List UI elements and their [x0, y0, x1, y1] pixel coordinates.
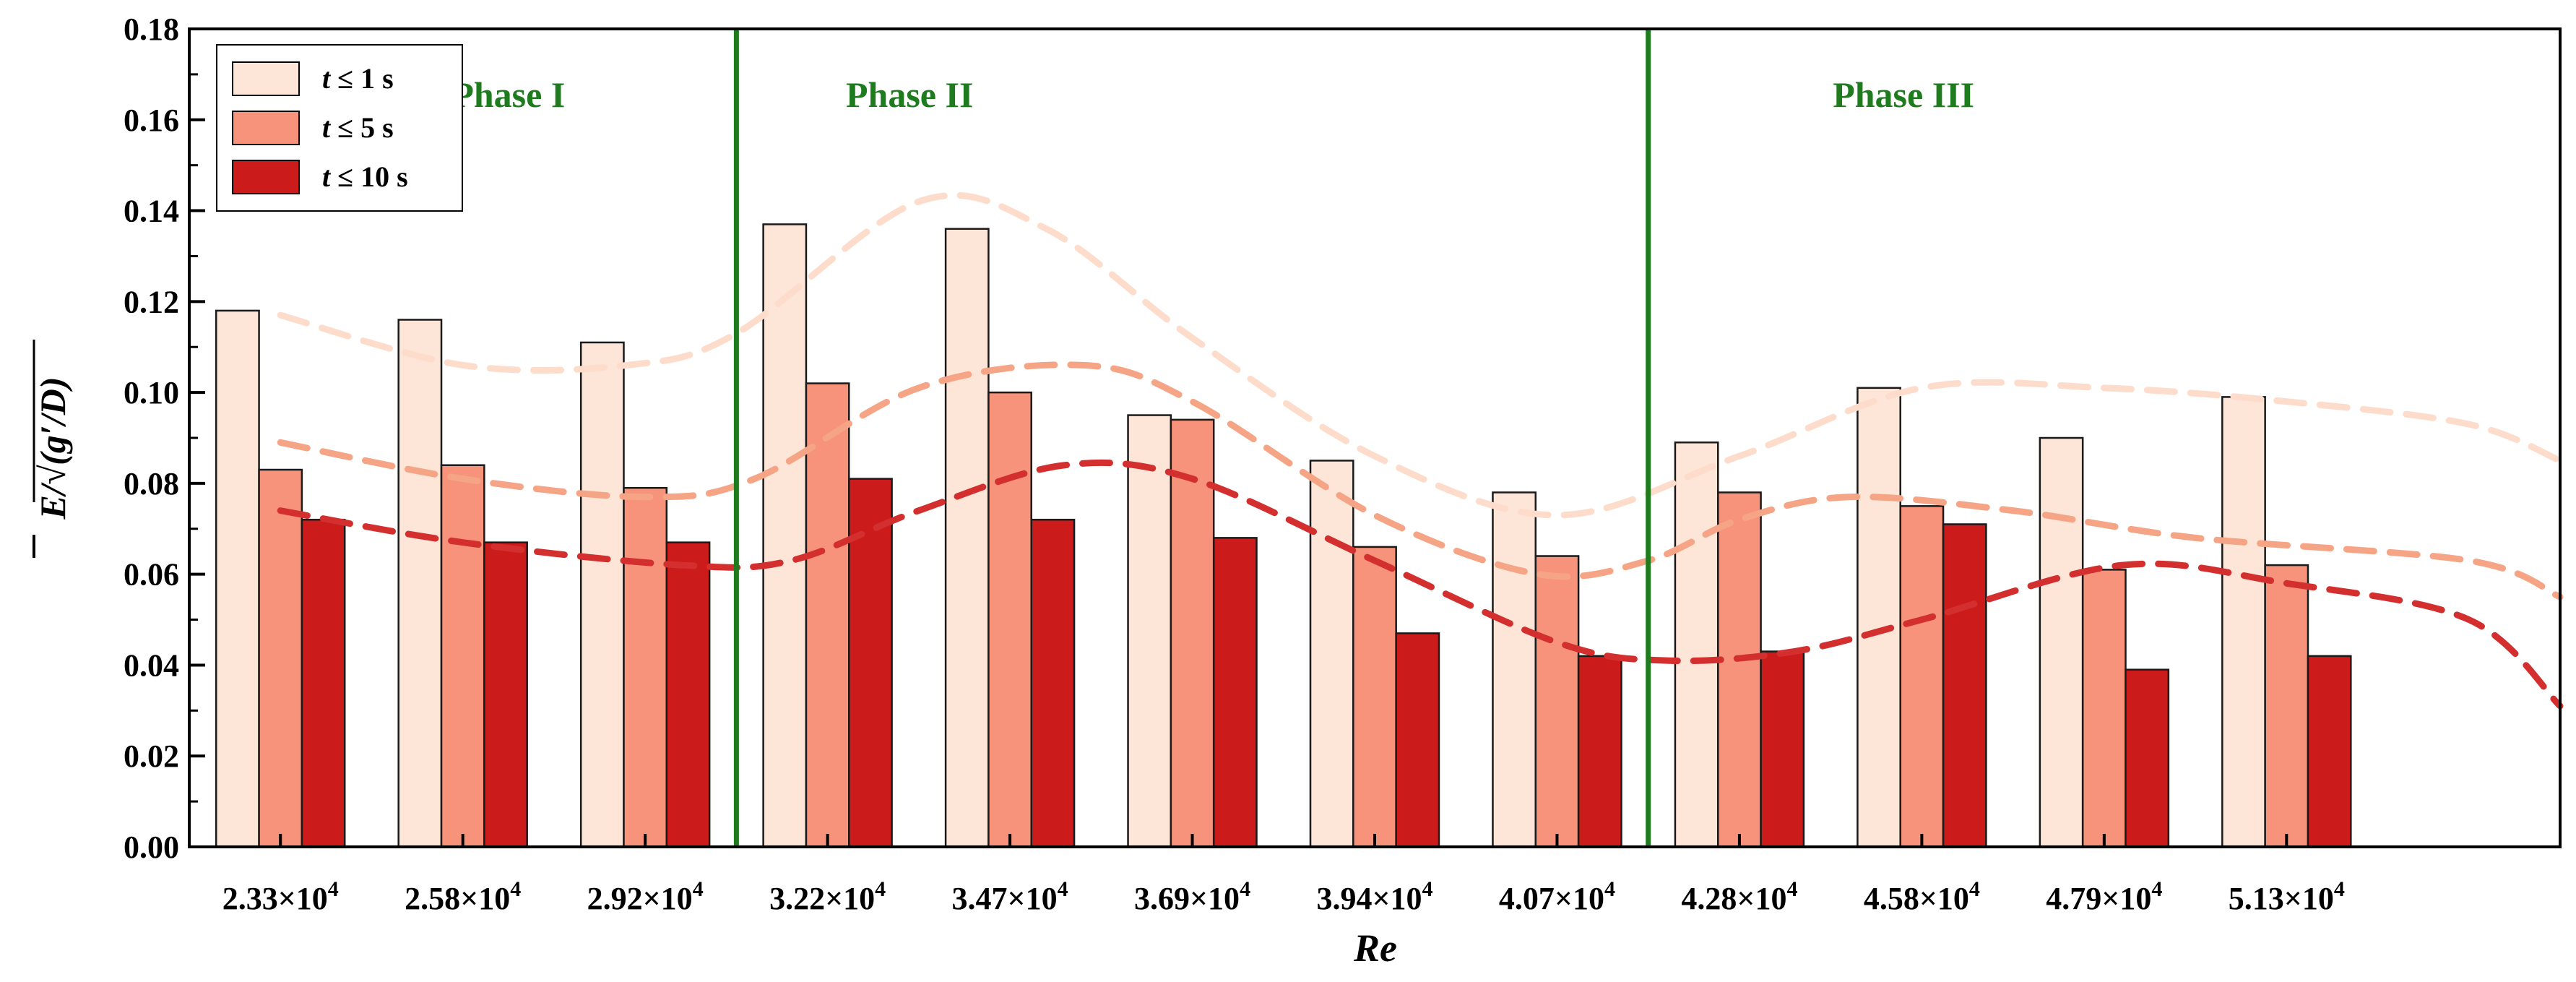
bar	[1942, 523, 1987, 848]
x-tick-label: 4.28×104	[1681, 877, 1797, 916]
y-tick-label: 0.02	[124, 738, 179, 774]
phase-label: Phase II	[846, 74, 973, 115]
x-tick-label: 2.33×104	[222, 877, 339, 916]
trend-line	[277, 191, 2564, 519]
bar	[2221, 396, 2266, 848]
y-tick-label: 0.10	[124, 375, 179, 410]
y-tick-label: 0.14	[124, 194, 179, 229]
bar	[665, 541, 711, 848]
x-tick-label: 4.79×104	[2046, 877, 2162, 916]
x-axis-label: Re	[1353, 926, 1397, 970]
bar	[1674, 442, 1719, 848]
legend-label-10s: t ≤ 10 s	[322, 160, 408, 193]
legend-entry-10s: t ≤ 10 s	[232, 160, 408, 194]
bar	[1857, 387, 1901, 848]
legend-label-1s: t ≤ 1 s	[322, 62, 394, 95]
x-tick-label: 2.58×104	[405, 877, 521, 916]
bar	[397, 319, 443, 848]
trend-line	[277, 459, 2564, 710]
bar	[2125, 668, 2170, 848]
bar	[483, 541, 528, 848]
bar	[258, 468, 303, 848]
bar	[1309, 460, 1354, 848]
bar	[440, 464, 485, 848]
bar	[2039, 436, 2084, 848]
trend-line	[277, 361, 2564, 600]
bar	[1717, 491, 1762, 848]
plot-frame	[188, 27, 2562, 848]
trend-lines	[277, 191, 2564, 710]
bar	[1170, 418, 1215, 848]
bar	[805, 382, 850, 848]
y-axis-ticks: 0.00 0.02 0.04 0.06 0.08 0.10 0.12 0.14 0.16 0.18	[124, 12, 205, 865]
bar	[1212, 537, 1258, 848]
bar	[623, 486, 668, 848]
bar	[1030, 518, 1076, 848]
x-tick-label: 2.92×104	[587, 877, 704, 916]
bar	[1899, 505, 1945, 848]
x-tick-label: 4.07×104	[1499, 877, 1615, 916]
bar	[2081, 569, 2127, 848]
bar	[1577, 655, 1622, 848]
x-tick-label: 3.22×104	[769, 877, 886, 916]
x-tick-label: 3.47×104	[952, 877, 1068, 916]
bar	[579, 341, 625, 848]
bar	[1492, 491, 1537, 848]
bar	[762, 223, 808, 848]
x-tick-label: 4.58×104	[1864, 877, 1980, 916]
bar	[944, 228, 990, 848]
bar	[1395, 632, 1440, 848]
y-tick-label: 0.06	[124, 557, 179, 593]
y-tick-label: 0.12	[124, 284, 179, 319]
svg-text:E/√(g′/D): E/√(g′/D)	[33, 376, 73, 520]
legend-label-5s: t ≤ 5 s	[322, 111, 394, 144]
phase-dividers: Phase I Phase II Phase III	[451, 29, 1974, 847]
y-tick-label: 0.18	[124, 12, 179, 47]
bar	[2307, 655, 2352, 848]
bar	[1760, 650, 1805, 848]
legend-swatch-1s	[232, 61, 300, 96]
x-axis-ticks: 2.33×104 2.58×104 2.92×104 3.22×104 3.47×104…	[222, 834, 2345, 916]
legend-entry-1s: t ≤ 1 s	[232, 61, 394, 96]
bar	[987, 391, 1032, 848]
phase-label: Phase I	[451, 74, 565, 115]
x-tick-label: 3.94×104	[1316, 877, 1432, 916]
legend-swatch-5s	[232, 111, 300, 145]
legend-swatch-10s	[232, 160, 300, 194]
y-tick-label: 0.16	[124, 103, 179, 138]
bars	[215, 223, 2352, 848]
y-tick-label: 0.00	[124, 830, 179, 865]
phase-label: Phase III	[1833, 74, 1974, 115]
bar	[1127, 414, 1172, 848]
legend-entry-5s: t ≤ 5 s	[232, 111, 394, 145]
bar	[2264, 564, 2309, 848]
bar	[215, 309, 260, 848]
legend: t ≤ 1 s t ≤ 5 s t ≤ 10 s	[216, 44, 463, 212]
bar	[1534, 555, 1580, 848]
x-tick-label: 5.13×104	[2229, 877, 2345, 916]
bar	[301, 518, 346, 848]
y-tick-label: 0.04	[124, 647, 179, 683]
x-tick-label: 3.69×104	[1134, 877, 1250, 916]
bar	[1352, 546, 1397, 848]
y-tick-label: 0.08	[124, 466, 179, 501]
y-axis-label: E/√(g′/D)	[33, 340, 73, 558]
